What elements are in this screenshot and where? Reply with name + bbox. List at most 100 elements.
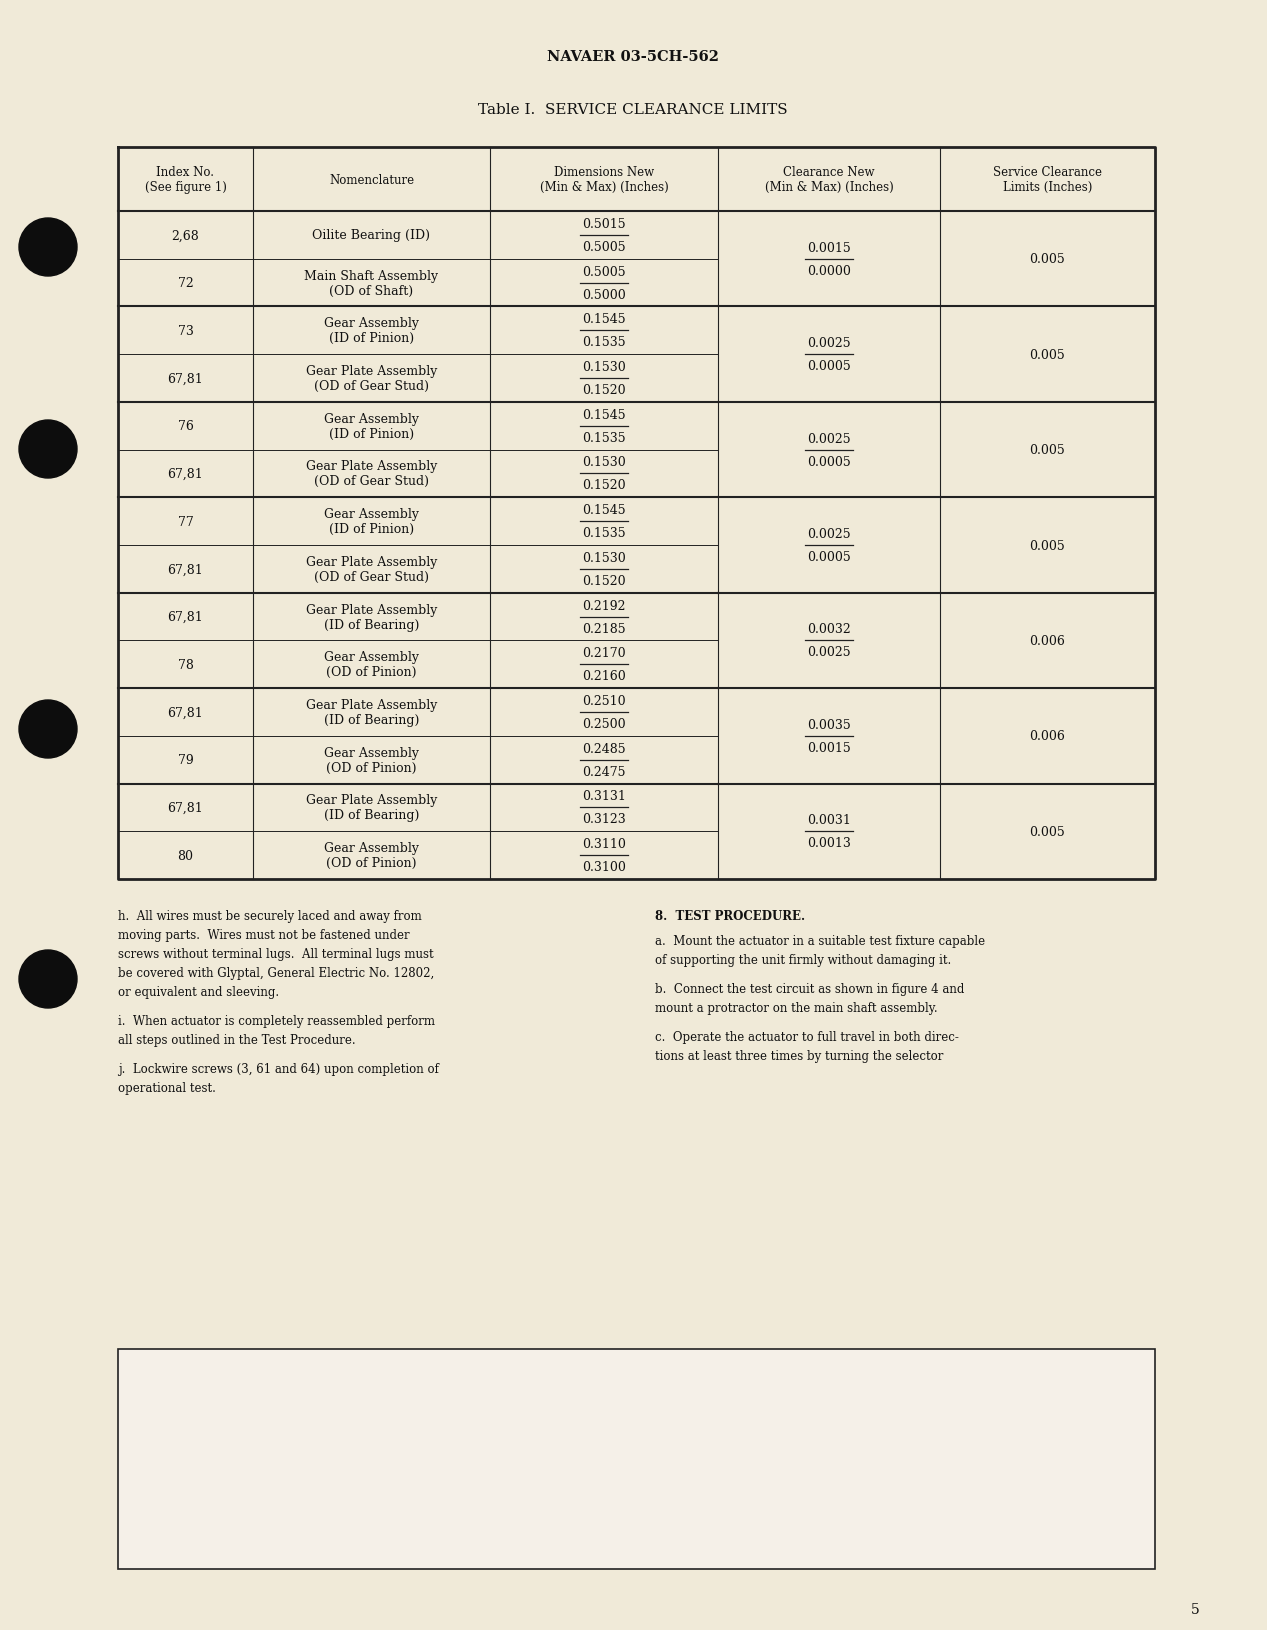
Text: Oilite Bearing (ID): Oilite Bearing (ID) bbox=[313, 230, 431, 243]
Text: Gear Plate Assembly
(ID of Bearing): Gear Plate Assembly (ID of Bearing) bbox=[305, 603, 437, 631]
Text: 0.1535: 0.1535 bbox=[583, 432, 626, 445]
Text: 67,81: 67,81 bbox=[167, 706, 204, 719]
Text: Service Clearance
Limits (Inches): Service Clearance Limits (Inches) bbox=[993, 166, 1102, 194]
Text: 0.2192: 0.2192 bbox=[583, 600, 626, 613]
Text: 5: 5 bbox=[1191, 1602, 1200, 1615]
Text: Clearance New
(Min & Max) (Inches): Clearance New (Min & Max) (Inches) bbox=[764, 166, 893, 194]
Text: j.  Lockwire screws (3, 61 and 64) upon completion of: j. Lockwire screws (3, 61 and 64) upon c… bbox=[118, 1063, 438, 1076]
Text: 79: 79 bbox=[177, 753, 194, 766]
Text: 10.  Limit Cam, AYLC 952-3: 10. Limit Cam, AYLC 952-3 bbox=[827, 1410, 993, 1421]
Text: 5.  Cam Spacer, BYLC 298: 5. Cam Spacer, BYLC 298 bbox=[481, 1410, 639, 1421]
Circle shape bbox=[19, 218, 77, 277]
Text: 67,81: 67,81 bbox=[167, 611, 204, 624]
Text: Gear Assembly
(ID of Pinion): Gear Assembly (ID of Pinion) bbox=[324, 318, 419, 346]
Text: AYLC 954-2: AYLC 954-2 bbox=[827, 1485, 920, 1498]
Text: moving parts.  Wires must not be fastened under: moving parts. Wires must not be fastened… bbox=[118, 929, 409, 942]
Text: 0.5015: 0.5015 bbox=[583, 218, 626, 231]
Text: Main Shaft Assembly
(OD of Shaft): Main Shaft Assembly (OD of Shaft) bbox=[304, 269, 438, 297]
Text: 0.005: 0.005 bbox=[1030, 349, 1066, 362]
Text: screws without terminal lugs.  All terminal lugs must: screws without terminal lugs. All termin… bbox=[118, 947, 433, 960]
Text: 0.1535: 0.1535 bbox=[583, 336, 626, 349]
Text: 2,68: 2,68 bbox=[171, 230, 199, 243]
Text: Gear Assembly
(OD of Pinion): Gear Assembly (OD of Pinion) bbox=[324, 650, 419, 678]
Text: 0.1530: 0.1530 bbox=[582, 456, 626, 469]
Text: all steps outlined in the Test Procedure.: all steps outlined in the Test Procedure… bbox=[118, 1033, 356, 1046]
Text: 0.2170: 0.2170 bbox=[583, 647, 626, 660]
Text: 0.3131: 0.3131 bbox=[582, 791, 626, 804]
Text: Gear Assembly
(OD of Pinion): Gear Assembly (OD of Pinion) bbox=[324, 747, 419, 774]
Text: 67,81: 67,81 bbox=[167, 468, 204, 481]
Text: 8.  Limit Cam, AYLC 966-4: 8. Limit Cam, AYLC 966-4 bbox=[481, 1465, 640, 1478]
Text: Gear Plate Assembly
(OD of Gear Stud): Gear Plate Assembly (OD of Gear Stud) bbox=[305, 556, 437, 584]
Text: 0.0000: 0.0000 bbox=[807, 264, 851, 277]
Text: Nomenclature: Nomenclature bbox=[329, 173, 414, 186]
Text: 0.0015: 0.0015 bbox=[807, 241, 851, 254]
Text: 0.2500: 0.2500 bbox=[583, 717, 626, 730]
Text: CYZP 164-1: CYZP 164-1 bbox=[136, 1447, 222, 1460]
Text: 72: 72 bbox=[177, 277, 194, 290]
Text: 0.0035: 0.0035 bbox=[807, 719, 851, 732]
Text: 0.005: 0.005 bbox=[1030, 253, 1066, 266]
Text: 67,81: 67,81 bbox=[167, 372, 204, 385]
Text: 80: 80 bbox=[177, 849, 194, 862]
Text: c.  Operate the actuator to full travel in both direc-: c. Operate the actuator to full travel i… bbox=[655, 1030, 959, 1043]
Text: 0.1520: 0.1520 bbox=[583, 383, 626, 396]
Text: 0.0015: 0.0015 bbox=[807, 742, 851, 755]
Text: or equivalent and sleeving.: or equivalent and sleeving. bbox=[118, 986, 279, 999]
Text: Dimensions New
(Min & Max) (Inches): Dimensions New (Min & Max) (Inches) bbox=[540, 166, 669, 194]
Text: 77: 77 bbox=[177, 515, 194, 528]
Text: 76: 76 bbox=[177, 421, 194, 434]
Text: 9.  Cam Spacer, BYLC 490: 9. Cam Spacer, BYLC 490 bbox=[481, 1485, 639, 1498]
Text: Table I.  SERVICE CLEARANCE LIMITS: Table I. SERVICE CLEARANCE LIMITS bbox=[478, 103, 788, 117]
Text: 0.0025: 0.0025 bbox=[807, 645, 851, 659]
Text: 0.005: 0.005 bbox=[1030, 443, 1066, 456]
Text: 0.5005: 0.5005 bbox=[583, 241, 626, 254]
Text: 0.5005: 0.5005 bbox=[583, 266, 626, 279]
Text: 0.0005: 0.0005 bbox=[807, 360, 851, 373]
Text: Gear Plate Assembly
(ID of Bearing): Gear Plate Assembly (ID of Bearing) bbox=[305, 699, 437, 727]
Text: be covered with Glyptal, General Electric No. 12802,: be covered with Glyptal, General Electri… bbox=[118, 967, 435, 980]
Text: 67,81: 67,81 bbox=[167, 802, 204, 815]
Text: 0.0031: 0.0031 bbox=[807, 813, 851, 826]
Text: h.  All wires must be securely laced and away from: h. All wires must be securely laced and … bbox=[118, 910, 422, 923]
Text: 0.0025: 0.0025 bbox=[807, 528, 851, 541]
Text: Gear Assembly
(ID of Pinion): Gear Assembly (ID of Pinion) bbox=[324, 412, 419, 440]
Text: 3.  Retaining Ring, BYLC 170: 3. Retaining Ring, BYLC 170 bbox=[136, 1465, 310, 1478]
Text: 0.0005: 0.0005 bbox=[807, 551, 851, 564]
Text: 0.005: 0.005 bbox=[1030, 825, 1066, 838]
Text: a.  Mount the actuator in a suitable test fixture capable: a. Mount the actuator in a suitable test… bbox=[655, 934, 986, 947]
Text: 0.5000: 0.5000 bbox=[582, 289, 626, 302]
Text: 0.2475: 0.2475 bbox=[583, 764, 626, 778]
Text: 73: 73 bbox=[177, 324, 194, 337]
Text: 2.  SPDT Switch,: 2. SPDT Switch, bbox=[136, 1428, 236, 1441]
Text: 78: 78 bbox=[177, 659, 194, 672]
Text: 0.0032: 0.0032 bbox=[807, 623, 851, 636]
Text: 0.0005: 0.0005 bbox=[807, 455, 851, 468]
Text: 0.2185: 0.2185 bbox=[583, 623, 626, 636]
Circle shape bbox=[19, 701, 77, 758]
Text: 0.1530: 0.1530 bbox=[582, 360, 626, 373]
Text: 0.0025: 0.0025 bbox=[807, 337, 851, 350]
Text: operational test.: operational test. bbox=[118, 1081, 215, 1094]
Text: 6.  Limit Cam, AYLC 967-3: 6. Limit Cam, AYLC 967-3 bbox=[481, 1428, 640, 1441]
Text: 4.  Cam Washer, CYRD 151: 4. Cam Washer, CYRD 151 bbox=[136, 1485, 298, 1498]
Text: 0.0013: 0.0013 bbox=[807, 836, 851, 849]
Text: i.  When actuator is completely reassembled perform: i. When actuator is completely reassembl… bbox=[118, 1014, 435, 1027]
Text: 12.  Cam Key, AYLC 970: 12. Cam Key, AYLC 970 bbox=[827, 1447, 972, 1460]
Bar bbox=[118, 1350, 1156, 1570]
Text: Gear Assembly
(ID of Pinion): Gear Assembly (ID of Pinion) bbox=[324, 509, 419, 536]
Text: Gear Plate Assembly
(OD of Gear Stud): Gear Plate Assembly (OD of Gear Stud) bbox=[305, 365, 437, 393]
Text: NAVAER 03-5CH-562: NAVAER 03-5CH-562 bbox=[547, 51, 718, 64]
Text: tions at least three times by turning the selector: tions at least three times by turning th… bbox=[655, 1050, 944, 1063]
Text: 11.  Cam Spacer, BYLC 386: 11. Cam Spacer, BYLC 386 bbox=[827, 1428, 992, 1441]
Text: 0.2485: 0.2485 bbox=[583, 742, 626, 755]
Text: Gear Assembly
(OD of Pinion): Gear Assembly (OD of Pinion) bbox=[324, 841, 419, 870]
Text: of supporting the unit firmly without damaging it.: of supporting the unit firmly without da… bbox=[655, 954, 952, 967]
Text: 0.3100: 0.3100 bbox=[582, 861, 626, 874]
Text: 0.0025: 0.0025 bbox=[807, 432, 851, 445]
Text: Gear Plate Assembly
(OD of Gear Stud): Gear Plate Assembly (OD of Gear Stud) bbox=[305, 460, 437, 487]
Text: 0.006: 0.006 bbox=[1030, 730, 1066, 743]
Text: KEY TO FIGURE 3: KEY TO FIGURE 3 bbox=[571, 1372, 702, 1386]
Text: 7.  Cam Spacer, BYLC 490: 7. Cam Spacer, BYLC 490 bbox=[481, 1447, 639, 1460]
Text: 0.2160: 0.2160 bbox=[582, 670, 626, 683]
